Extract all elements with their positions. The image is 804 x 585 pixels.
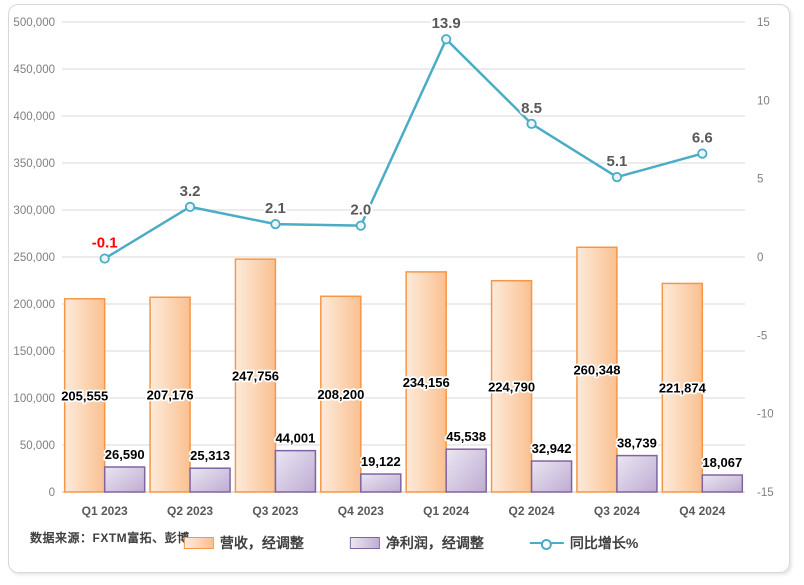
legend-item-net-profit: 净利润，经调整 [349, 533, 484, 553]
growth-marker [441, 34, 452, 45]
revenue-bar [320, 295, 362, 493]
revenue-bar [490, 279, 533, 493]
growth-line [104, 37, 703, 260]
x-axis-label: Q1 2023 [82, 504, 128, 518]
growth-point-label: -0.1 [92, 235, 118, 252]
growth-marker [611, 172, 623, 183]
growth-marker [697, 148, 708, 159]
legend-label-net-profit: 净利润，经调整 [385, 535, 484, 551]
revenue-bar [234, 258, 277, 493]
net-profit-bar-label: 45,538 [446, 429, 486, 444]
net-profit-bar [616, 454, 658, 493]
x-axis-label: Q4 2023 [338, 504, 384, 518]
right-axis-tick-label: -5 [757, 330, 767, 342]
legend-label-revenue: 营收，经调整 [219, 535, 304, 551]
left-axis-tick-label: 250,000 [13, 252, 55, 264]
left-axis-tick-label: 400,000 [13, 111, 55, 123]
net-profit-bar-label: 32,942 [532, 441, 572, 456]
revenue-bar [661, 282, 704, 493]
net-profit-bar [360, 473, 402, 493]
x-axis-label: Q1 2024 [423, 504, 469, 518]
revenue-bar-label: 208,200 [317, 387, 364, 402]
right-axis-tick-label: 10 [757, 95, 770, 107]
growth-marker [99, 253, 110, 264]
revenue-bar-label: 260,348 [573, 363, 620, 378]
net-profit-bar [530, 460, 573, 493]
x-axis-label: Q3 2023 [252, 504, 298, 518]
right-axis-tick-label: -10 [757, 409, 774, 421]
left-axis-tick-label: 50,000 [20, 440, 55, 452]
right-axis-tick-label: 0 [757, 252, 763, 264]
left-axis-tick-label: 0 [49, 487, 55, 499]
net-profit-bar-label: 26,590 [105, 447, 145, 462]
revenue-bar-label: 224,790 [488, 379, 535, 394]
net-profit-bar-label: 38,739 [617, 436, 657, 451]
growth-point-label: 6.6 [692, 130, 713, 147]
revenue-bar-label: 205,555 [61, 388, 108, 403]
right-axis-tick-label: 5 [757, 174, 763, 186]
growth-line-marker-icon [529, 537, 564, 550]
net-profit-bar-label: 19,122 [361, 454, 401, 469]
x-axis-label: Q2 2023 [167, 504, 213, 518]
net-profit-bar [701, 474, 744, 493]
revenue-bar-label: 234,156 [403, 375, 450, 390]
growth-point-label: 3.2 [180, 183, 201, 200]
right-axis-tick-label: 15 [757, 17, 770, 29]
growth-marker [355, 220, 366, 231]
net-profit-bar [274, 449, 317, 493]
revenue-bar [576, 246, 618, 493]
x-axis-label: Q3 2024 [594, 504, 640, 518]
legend: 营收，经调整 净利润，经调整 同比增长% [183, 533, 639, 553]
left-axis-tick-label: 100,000 [13, 393, 55, 405]
left-axis-tick-label: 300,000 [13, 205, 55, 217]
growth-marker [526, 118, 537, 129]
left-axis-tick-label: 150,000 [13, 346, 55, 358]
revenue-bar [405, 271, 447, 493]
legend-item-growth: 同比增长% [529, 533, 639, 553]
net-profit-bar [189, 467, 231, 493]
x-axis-label: Q2 2024 [509, 504, 555, 518]
growth-point-label: 8.5 [521, 100, 542, 117]
growth-point-label: 13.9 [432, 15, 461, 32]
net-profit-bar [445, 448, 487, 493]
revenue-bar [149, 296, 191, 493]
x-axis-label: Q4 2024 [679, 504, 725, 518]
revenue-bar [63, 298, 106, 493]
legend-label-growth: 同比增长% [569, 535, 639, 551]
growth-marker [270, 219, 281, 230]
net-profit-bar-label: 44,001 [276, 431, 316, 446]
left-axis-tick-label: 500,000 [13, 17, 55, 29]
left-axis-tick-label: 450,000 [13, 64, 55, 76]
left-axis-tick-label: 350,000 [13, 158, 55, 170]
right-axis-tick-label: -15 [757, 487, 774, 499]
growth-point-label: 5.1 [607, 153, 628, 170]
source-note: 数据来源：FXTM富拓、彭博 [30, 531, 190, 545]
net-profit-bar-label: 25,313 [190, 448, 230, 463]
net-profit-swatch-icon [349, 537, 380, 549]
revenue-bar-label: 207,176 [147, 388, 194, 403]
net-profit-bar [103, 466, 146, 493]
growth-point-label: 2.1 [265, 200, 286, 217]
revenue-bar-label: 247,756 [232, 369, 279, 384]
growth-point-label: 2.0 [350, 202, 371, 219]
left-axis-tick-label: 200,000 [13, 299, 55, 311]
revenue-bar-label: 221,874 [659, 381, 707, 396]
legend-item-revenue: 营收，经调整 [183, 533, 304, 553]
revenue-swatch-icon [183, 537, 214, 549]
growth-marker [184, 201, 196, 212]
net-profit-bar-label: 18,067 [702, 455, 742, 470]
